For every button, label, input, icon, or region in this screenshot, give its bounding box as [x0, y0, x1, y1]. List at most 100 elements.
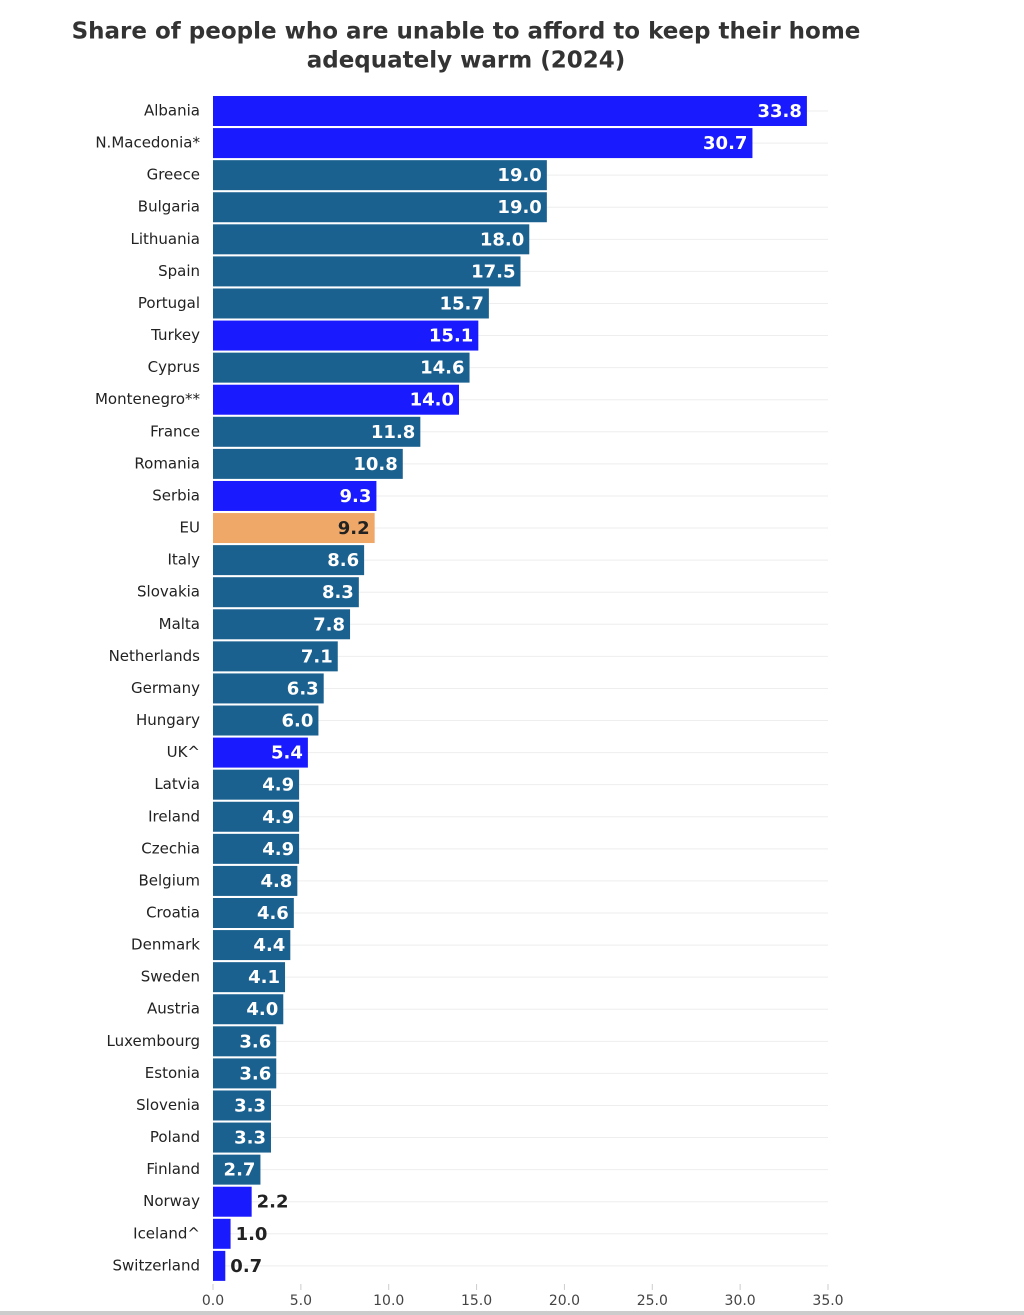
- y-tick-label: Turkey: [150, 326, 200, 344]
- bar: [213, 705, 319, 736]
- bar: [213, 288, 489, 319]
- y-tick-label: Norway: [143, 1192, 200, 1210]
- bar: [213, 641, 338, 672]
- y-tick-label: Finland: [146, 1160, 200, 1178]
- value-label: 14.6: [420, 358, 464, 379]
- value-label: 30.7: [703, 133, 747, 154]
- value-label: 2.7: [224, 1160, 256, 1181]
- y-tick-label: Malta: [159, 615, 200, 633]
- y-tick-label: Iceland^: [133, 1224, 200, 1242]
- bar: [213, 545, 365, 576]
- bar: [213, 930, 291, 961]
- bar: [213, 1186, 252, 1217]
- value-label: 18.0: [480, 229, 524, 250]
- y-tick-label: N.Macedonia*: [95, 134, 200, 152]
- value-label: 4.0: [246, 999, 278, 1020]
- value-label: 1.0: [236, 1224, 268, 1245]
- bar: [213, 769, 300, 800]
- value-label: 15.1: [429, 326, 473, 347]
- bar: [213, 416, 421, 447]
- x-tick-label: 10.0: [373, 1293, 404, 1309]
- bar: [213, 1154, 261, 1185]
- bar: [213, 801, 300, 832]
- bar: [213, 577, 359, 608]
- y-tick-label: Netherlands: [109, 647, 201, 665]
- y-tick-label: France: [150, 422, 200, 440]
- y-tick-label: Serbia: [152, 486, 200, 504]
- bar: [213, 320, 479, 351]
- x-tick-label: 15.0: [461, 1293, 492, 1309]
- bar: [213, 480, 377, 511]
- y-tick-label: Sweden: [141, 968, 200, 986]
- bar: [213, 1218, 231, 1249]
- bar: [213, 192, 547, 223]
- y-tick-label: Romania: [134, 454, 200, 472]
- bar: [213, 160, 547, 191]
- y-tick-label: Spain: [158, 262, 200, 280]
- chart-subtitle: adequately warm (2024): [307, 48, 626, 74]
- y-tick-label: Greece: [147, 166, 200, 184]
- y-tick-label: Poland: [150, 1128, 200, 1146]
- bar: [213, 865, 298, 896]
- y-tick-label: Lithuania: [131, 230, 200, 248]
- value-label: 3.3: [234, 1095, 266, 1116]
- bar: [213, 962, 286, 993]
- y-tick-label: EU: [180, 519, 200, 537]
- y-tick-label: Austria: [147, 1000, 200, 1018]
- value-label: 4.9: [262, 839, 294, 860]
- chart-title: Share of people who are unable to afford…: [72, 19, 861, 45]
- value-label: 7.8: [313, 614, 345, 635]
- bar: [213, 1026, 277, 1057]
- y-tick-label: Estonia: [145, 1064, 200, 1082]
- bar: [213, 833, 300, 864]
- bar: [213, 96, 807, 126]
- bar: [213, 224, 530, 255]
- y-tick-label: Luxembourg: [107, 1032, 201, 1050]
- y-tick-label: Slovenia: [136, 1096, 200, 1114]
- y-tick-label: Slovakia: [137, 583, 200, 601]
- value-label: 15.7: [439, 293, 483, 314]
- bar: [213, 994, 284, 1025]
- x-tick-label: 30.0: [725, 1293, 756, 1309]
- value-label: 6.0: [282, 711, 314, 732]
- value-label: 2.2: [257, 1192, 289, 1213]
- value-label: 3.6: [239, 1063, 271, 1084]
- value-label: 8.6: [327, 550, 359, 571]
- x-tick-label: 35.0: [812, 1293, 843, 1309]
- value-label: 6.3: [287, 678, 319, 699]
- y-tick-label: Germany: [131, 679, 200, 697]
- bar: [213, 1122, 271, 1153]
- value-label: 4.4: [253, 935, 285, 956]
- y-tick-label: Montenegro**: [95, 390, 201, 408]
- value-label: 17.5: [471, 261, 515, 282]
- value-label: 14.0: [410, 390, 454, 411]
- value-label: 7.1: [301, 646, 333, 667]
- bar: [213, 673, 324, 704]
- value-label: 19.0: [497, 197, 541, 218]
- bar: [213, 448, 403, 479]
- value-label: 3.6: [239, 1031, 271, 1052]
- value-label: 11.8: [371, 422, 415, 443]
- bar: [213, 1058, 277, 1089]
- y-tick-label: Croatia: [146, 904, 200, 922]
- value-label: 4.6: [257, 903, 289, 924]
- x-tick-label: 25.0: [637, 1293, 668, 1309]
- y-tick-label: Czechia: [141, 839, 200, 857]
- bar: [213, 513, 375, 544]
- y-tick-label: Portugal: [138, 294, 200, 312]
- bar: [213, 1090, 271, 1121]
- value-label: 10.8: [353, 454, 397, 475]
- bar: [213, 1250, 226, 1281]
- value-label: 4.8: [260, 871, 292, 892]
- value-label: 3.3: [234, 1128, 266, 1149]
- y-tick-label: Latvia: [154, 775, 200, 793]
- bar: [213, 256, 521, 287]
- value-label: 4.9: [262, 775, 294, 796]
- y-tick-label: Switzerland: [113, 1256, 201, 1274]
- x-tick-label: 0.0: [202, 1293, 224, 1309]
- value-label: 8.3: [322, 582, 354, 603]
- bottom-border: [0, 1311, 1024, 1315]
- value-label: 5.4: [271, 743, 303, 764]
- bar: [213, 352, 470, 383]
- bar: [213, 609, 351, 640]
